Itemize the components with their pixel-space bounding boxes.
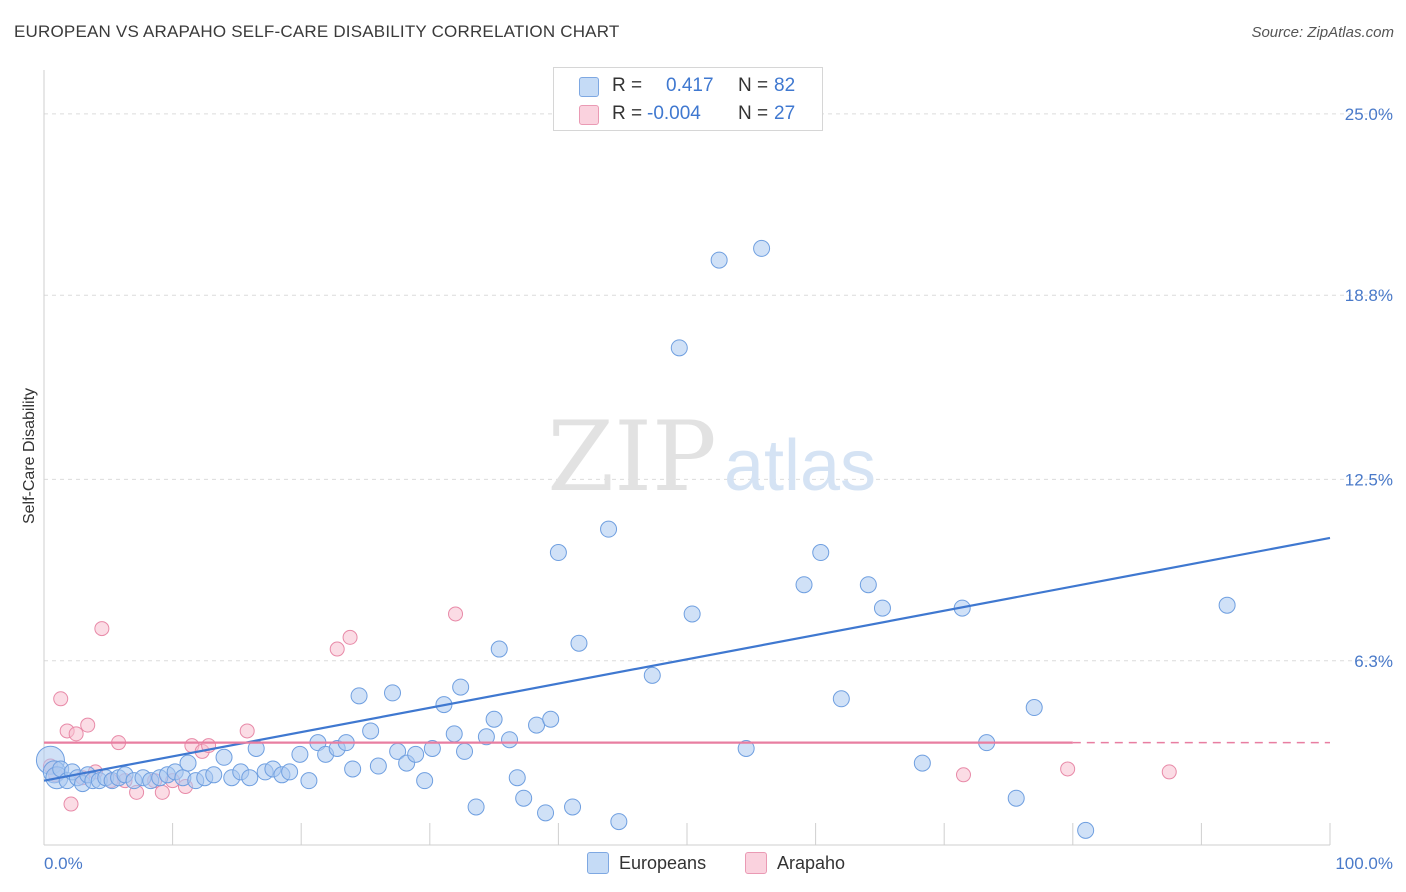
arapaho-point bbox=[1060, 761, 1076, 777]
european-point bbox=[570, 634, 588, 652]
european-point bbox=[753, 239, 771, 257]
arapaho-point bbox=[154, 784, 170, 800]
european-point bbox=[610, 813, 628, 831]
european-point bbox=[384, 684, 402, 702]
european-point bbox=[913, 754, 931, 772]
legend-swatch-europeans bbox=[579, 77, 599, 97]
european-point bbox=[485, 710, 503, 728]
european-point bbox=[1077, 821, 1095, 839]
european-point bbox=[362, 722, 380, 740]
european-point bbox=[1025, 699, 1043, 717]
european-point bbox=[281, 763, 299, 781]
european-point bbox=[873, 599, 891, 617]
european-point bbox=[423, 739, 441, 757]
european-point bbox=[215, 748, 233, 766]
european-point bbox=[737, 739, 755, 757]
legend-n-value: 27 bbox=[774, 103, 796, 124]
european-point bbox=[1007, 789, 1025, 807]
european-point bbox=[564, 798, 582, 816]
axes bbox=[43, 70, 1331, 846]
european-point bbox=[445, 725, 463, 743]
legend-item-europeans: Europeans bbox=[587, 852, 706, 874]
european-point bbox=[407, 745, 425, 763]
european-point bbox=[710, 251, 728, 269]
legend-row-arapaho: R = -0.004 N = 27 bbox=[554, 100, 822, 128]
x-tick-label-max: 100.0% bbox=[1335, 854, 1393, 873]
european-point bbox=[350, 687, 368, 705]
arapaho-point bbox=[1161, 764, 1177, 780]
european-point bbox=[467, 798, 485, 816]
european-point bbox=[241, 769, 259, 787]
european-point bbox=[456, 742, 474, 760]
chart-title: EUROPEAN VS ARAPAHO SELF-CARE DISABILITY… bbox=[14, 22, 620, 41]
european-point bbox=[515, 789, 533, 807]
watermark-zip: ZIP bbox=[547, 401, 716, 513]
arapaho-point bbox=[63, 796, 79, 812]
european-point bbox=[508, 769, 526, 787]
arapaho-point bbox=[68, 726, 84, 742]
legend-swatch-europeans bbox=[587, 852, 609, 874]
legend-n-value: 82 bbox=[774, 75, 796, 96]
european-point bbox=[643, 666, 661, 684]
legend-item-arapaho: Arapaho bbox=[745, 852, 845, 874]
europeans-trend-line bbox=[43, 536, 1331, 782]
legend-swatch-arapaho bbox=[579, 105, 599, 125]
european-point bbox=[670, 339, 688, 357]
legend-swatch-arapaho bbox=[745, 852, 767, 874]
legend-label-europeans: Europeans bbox=[619, 852, 707, 873]
arapaho-point bbox=[80, 717, 96, 733]
source-label: Source: ZipAtlas.com bbox=[1251, 24, 1394, 41]
y-tick-label: 12.5% bbox=[1345, 470, 1393, 489]
european-point bbox=[542, 710, 560, 728]
european-point bbox=[205, 766, 223, 784]
european-point bbox=[812, 544, 830, 562]
arapaho-point bbox=[53, 691, 69, 707]
arapaho-point bbox=[329, 641, 345, 657]
european-point bbox=[344, 760, 362, 778]
european-point bbox=[179, 754, 197, 772]
european-point bbox=[832, 690, 850, 708]
european-point bbox=[1218, 596, 1236, 614]
arapaho-point bbox=[239, 723, 255, 739]
european-point bbox=[528, 716, 546, 734]
stats-legend: R = 0.417 N = 82 R = -0.004 N = 27 bbox=[553, 67, 823, 131]
y-axis-title: Self-Care Disability bbox=[21, 388, 38, 524]
y-tick-label: 18.8% bbox=[1345, 286, 1393, 305]
european-point bbox=[501, 731, 519, 749]
european-point bbox=[291, 745, 309, 763]
watermark-atlas: atlas bbox=[724, 426, 876, 506]
legend-r-label: R = bbox=[612, 103, 643, 124]
arapaho-point bbox=[448, 606, 464, 622]
european-point bbox=[600, 520, 618, 538]
trend-lines bbox=[43, 536, 1331, 782]
european-point bbox=[300, 772, 318, 790]
legend-row-europeans: R = 0.417 N = 82 bbox=[554, 72, 822, 100]
arapaho-point bbox=[342, 629, 358, 645]
european-point bbox=[477, 728, 495, 746]
arapaho-point bbox=[94, 621, 110, 637]
y-tick-label: 25.0% bbox=[1345, 105, 1393, 124]
european-point bbox=[416, 772, 434, 790]
legend-r-value: -0.004 bbox=[647, 103, 701, 124]
series-legend: Europeans Arapaho bbox=[0, 852, 1406, 878]
european-point bbox=[537, 804, 555, 822]
european-point bbox=[859, 576, 877, 594]
legend-n-label: N = bbox=[738, 75, 769, 96]
european-point bbox=[549, 544, 567, 562]
grid bbox=[44, 113, 1393, 662]
y-tick-labels: 6.3% 12.5% 18.8% 25.0% bbox=[1345, 105, 1393, 671]
legend-r-value: 0.417 bbox=[666, 75, 714, 96]
legend-n-label: N = bbox=[738, 103, 769, 124]
legend-label-arapaho: Arapaho bbox=[777, 852, 846, 873]
european-point bbox=[369, 757, 387, 775]
y-tick-label: 6.3% bbox=[1354, 652, 1393, 671]
arapaho-point bbox=[955, 767, 971, 783]
european-point bbox=[490, 640, 508, 658]
european-point bbox=[795, 576, 813, 594]
european-point bbox=[452, 678, 470, 696]
x-tick-label-min: 0.0% bbox=[44, 854, 83, 873]
european-point bbox=[683, 605, 701, 623]
legend-r-label: R = bbox=[612, 75, 643, 96]
